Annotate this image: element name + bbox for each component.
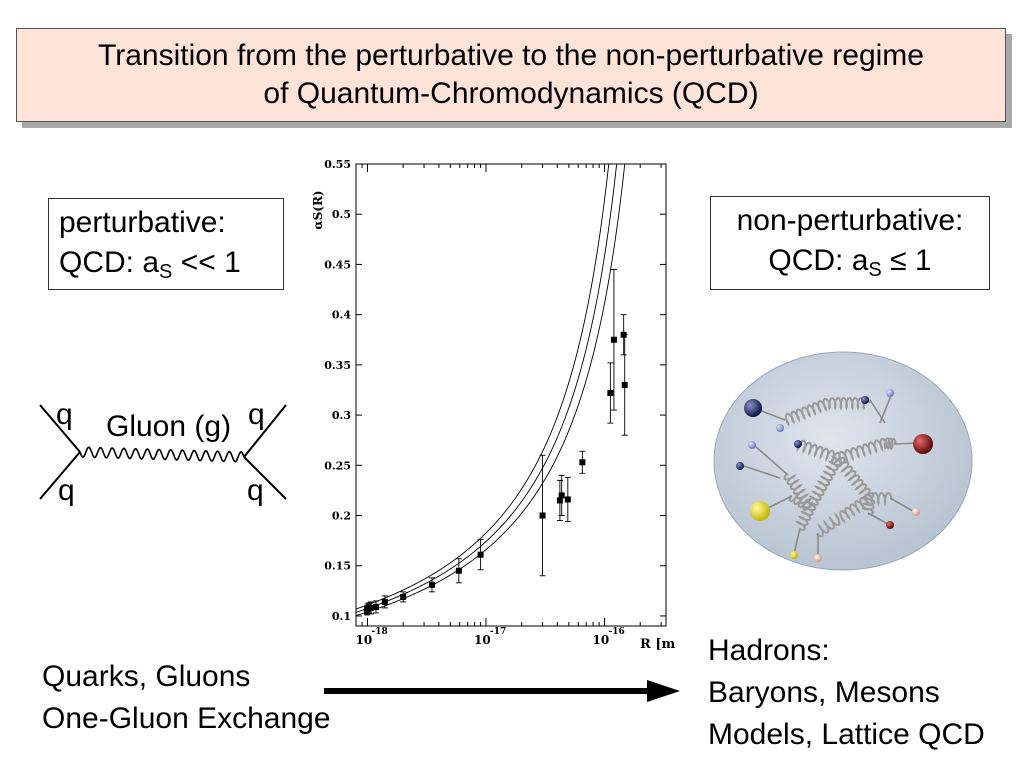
gluon-spring xyxy=(838,437,888,466)
data-point xyxy=(564,496,571,503)
quark-line-bottom-left xyxy=(39,451,81,500)
quarks xyxy=(736,389,933,562)
data-point xyxy=(455,567,462,574)
non-perturbative-box: non-perturbative: QCD: aS ≤ 1 xyxy=(710,196,990,290)
fit-curve xyxy=(356,164,618,613)
title-banner: Transition from the perturbative to the … xyxy=(16,28,1006,122)
non-perturbative-relation: QCD: aS ≤ 1 xyxy=(768,244,932,281)
transition-arrow xyxy=(324,680,680,702)
y-tick-label: 0.35 xyxy=(324,359,351,372)
data-point xyxy=(621,381,628,388)
non-perturbative-heading: non-perturbative: xyxy=(736,204,964,237)
quark-line-top-right xyxy=(243,404,287,458)
quark-label-top-right: q xyxy=(248,398,265,431)
data-point xyxy=(367,604,374,611)
y-tick-label: 0.4 xyxy=(332,309,351,322)
data-point xyxy=(400,593,407,600)
hadron-illustration xyxy=(713,351,973,571)
x-tick-label: 10 xyxy=(474,633,491,647)
data-point xyxy=(381,598,388,605)
alpha-s-chart: αS(R) 0.1 0.15 0.2 0.25 0.3 0.35 0.4 0.45 0.5 0.5… xyxy=(311,158,675,650)
title-line-2: of Quantum-Chromodynamics (QCD) xyxy=(263,77,759,110)
perturbative-relation: QCD: aS << 1 xyxy=(59,246,241,283)
gluon-spring xyxy=(870,491,893,507)
data-point xyxy=(607,389,614,396)
gluon-label: Gluon (g) xyxy=(106,410,232,443)
models-lattice-label: Models, Lattice QCD xyxy=(708,718,985,751)
x-tick-exponent: -17 xyxy=(490,627,506,637)
gluon-spring xyxy=(783,473,816,509)
feynman-diagram xyxy=(39,404,287,500)
y-tick-label: 0.2 xyxy=(332,510,351,523)
y-tick-label: 0.25 xyxy=(324,459,351,472)
hadron-bag xyxy=(713,351,973,571)
fit-curve xyxy=(356,164,610,610)
perturbative-heading: perturbative: xyxy=(59,206,226,239)
gluon-spring xyxy=(883,437,897,451)
x-tick-label: 10 xyxy=(355,633,372,647)
data-point xyxy=(610,336,617,343)
perturbative-box: perturbative: QCD: aS << 1 xyxy=(48,198,284,290)
y-ticks: 0.1 0.15 0.2 0.25 0.3 0.35 0.4 0.45 0.5 0.55 xyxy=(324,158,666,623)
red-quark xyxy=(913,434,933,454)
gluon-spring xyxy=(796,439,841,464)
baryons-mesons-label: Baryons, Mesons xyxy=(708,676,940,709)
quark-line-top-left xyxy=(39,404,81,453)
y-tick-label: 0.5 xyxy=(332,208,351,221)
quarks-gluons-label: Quarks, Gluons xyxy=(42,660,251,693)
quark-label-top-left: q xyxy=(56,398,73,431)
data-point xyxy=(373,603,380,610)
one-gluon-exchange-label: One-Gluon Exchange xyxy=(42,702,331,735)
bottom-left-text: Quarks, Gluons One-Gluon Exchange xyxy=(42,656,331,740)
data-point xyxy=(579,459,586,466)
navy-quark xyxy=(744,399,762,417)
y-tick-label: 0.3 xyxy=(332,409,351,422)
gluon-spring xyxy=(785,397,831,427)
gluon-spring xyxy=(816,511,841,538)
data-point xyxy=(558,492,565,499)
gluon-wavy-line xyxy=(79,446,245,463)
x-tick-exponent: -18 xyxy=(371,627,387,637)
data-point xyxy=(556,497,563,504)
gluon-spring xyxy=(832,456,875,500)
yellow-quark xyxy=(750,501,770,521)
gluon-spring xyxy=(839,493,872,524)
bottom-right-text: Hadrons: Baryons, Mesons Models, Lattice… xyxy=(708,630,985,756)
gluon-spring xyxy=(788,492,814,512)
y-tick-label: 0.45 xyxy=(324,258,351,271)
y-tick-label: 0.55 xyxy=(324,158,351,171)
quark-label-bottom-left: q xyxy=(58,474,75,507)
x-tick-label: 10 xyxy=(593,633,610,647)
y-axis-label: αS(R) xyxy=(311,190,325,229)
x-axis-label: R [m] xyxy=(640,637,675,650)
data-point xyxy=(477,551,484,558)
data-points xyxy=(363,269,628,616)
x-tick-exponent: -16 xyxy=(609,627,625,637)
y-tick-label: 0.15 xyxy=(324,560,351,573)
data-point xyxy=(428,581,435,588)
plot-frame xyxy=(355,163,667,627)
y-tick-label: 0.1 xyxy=(332,610,351,623)
hadrons-label: Hadrons: xyxy=(708,634,830,667)
gluon-spring xyxy=(795,505,814,531)
title-line-1: Transition from the perturbative to the … xyxy=(98,39,924,72)
quark-line-bottom-right xyxy=(243,456,287,500)
quark-label-bottom-right: q xyxy=(247,474,264,507)
data-point xyxy=(539,512,546,519)
